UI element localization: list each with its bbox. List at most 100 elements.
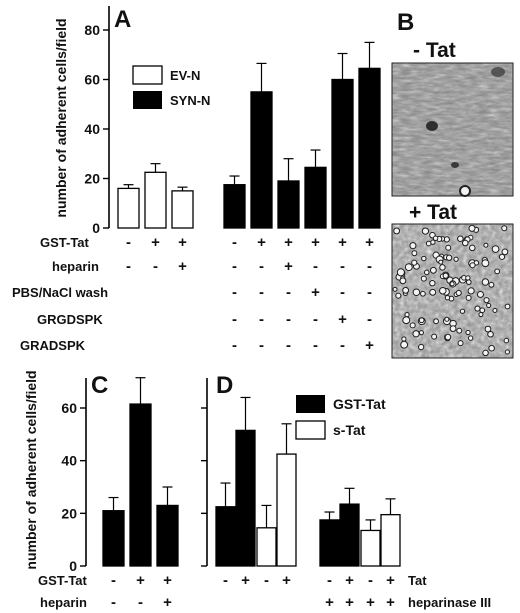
cell [504, 349, 510, 355]
micrograph-label-plus-tat: + Tat [409, 201, 457, 224]
bar-syn-n [331, 78, 354, 229]
cell [445, 244, 452, 251]
condition-mark: + [284, 258, 293, 275]
cell [432, 235, 439, 242]
cell [449, 281, 455, 287]
cell [404, 311, 410, 318]
condition-mark: - [111, 594, 116, 611]
y-axis-label-a: number of adherent cells/field [53, 18, 69, 217]
cell [404, 263, 413, 272]
condition-mark: - [138, 594, 143, 611]
cell [453, 256, 459, 262]
condition-mark: + [311, 284, 320, 301]
cell [492, 307, 498, 313]
condition-mark: - [126, 234, 131, 251]
cell [457, 340, 464, 347]
condition-mark: - [259, 258, 264, 275]
panel-d: D GST-Tat s-Tat Tat- + - + - + - +heparinase II… [201, 372, 491, 611]
cell [494, 268, 501, 275]
cell [501, 248, 509, 256]
panel-label-c: C [91, 372, 108, 399]
cell [411, 259, 418, 266]
bar-s-tat [256, 527, 277, 567]
condition-mark: - [232, 311, 237, 328]
cell [462, 239, 469, 247]
cell [465, 294, 472, 301]
cell [468, 224, 476, 232]
legend-label-syn-n: SYN-N [170, 93, 210, 108]
cell [411, 250, 418, 257]
cell [429, 280, 436, 287]
y-axis-d [201, 378, 208, 567]
cell [418, 317, 425, 324]
bars-c [102, 377, 179, 567]
y-tick-label: 20 [61, 505, 77, 521]
cell [479, 307, 486, 314]
micrograph-plus-tat [391, 223, 514, 359]
panel-label-d: D [216, 372, 233, 399]
condition-mark: - [367, 284, 372, 301]
condition-mark: + [241, 572, 250, 589]
cell [467, 335, 474, 341]
cell [483, 297, 490, 304]
y-tick-label: 60 [61, 400, 77, 416]
cell [438, 259, 444, 265]
condition-label: GRGDSPK [37, 312, 103, 327]
condition-mark: - [259, 311, 264, 328]
bar-c [102, 510, 125, 567]
cell [442, 272, 449, 279]
condition-mark: - [259, 284, 264, 301]
cell [491, 245, 500, 253]
legend-label-s-tat: s-Tat [333, 422, 366, 438]
cell [420, 275, 427, 282]
cell [400, 340, 409, 349]
condition-mark: - [367, 258, 372, 275]
cell [425, 240, 432, 247]
svg-text:number of adherent cells/field: number of adherent cells/field [23, 370, 39, 569]
cell [421, 227, 430, 235]
cell [412, 288, 421, 297]
cell [439, 264, 446, 271]
condition-mark: - [327, 572, 332, 589]
cell [456, 327, 463, 334]
condition-label: heparinase III [408, 595, 491, 610]
condition-mark: - [232, 258, 237, 275]
cell [444, 316, 450, 322]
y-tick-label: 0 [69, 558, 77, 574]
cell [420, 290, 426, 297]
cell [483, 242, 489, 248]
y-axis-a: 0 20 40 60 80 [84, 6, 110, 236]
bar-ev-n [171, 190, 194, 229]
condition-label: Tat [408, 573, 427, 588]
cell [482, 349, 489, 357]
condition-mark: + [386, 572, 395, 589]
condition-mark: - [367, 311, 372, 328]
legend-label-ev-n: EV-N [170, 68, 200, 83]
cell [467, 287, 475, 295]
bar-syn-n [223, 184, 246, 229]
condition-mark: + [311, 234, 320, 251]
condition-mark: - [111, 572, 116, 589]
y-tick-label: 60 [84, 72, 100, 88]
cell [469, 262, 476, 269]
condition-mark: + [284, 234, 293, 251]
cell [418, 330, 424, 336]
y-tick-label: 0 [92, 220, 100, 236]
condition-mark: - [286, 337, 291, 354]
bar-gst-tat [235, 429, 256, 567]
panel-b: B - Tat + Tat [391, 9, 514, 359]
cell [486, 302, 492, 308]
condition-mark: - [286, 311, 291, 328]
condition-mark: + [365, 234, 374, 251]
conditions-d: Tat- + - + - + - +heparinase III+ + + + [223, 572, 491, 611]
condition-mark: - [313, 337, 318, 354]
condition-mark: + [163, 572, 172, 589]
condition-mark: + [257, 234, 266, 251]
bar-syn-n [304, 166, 327, 229]
condition-label: GST-Tat [40, 235, 90, 250]
bar-gst-tat [339, 503, 360, 567]
cell [421, 255, 427, 262]
condition-mark: - [223, 572, 228, 589]
condition-mark: + [366, 594, 375, 611]
condition-mark: + [163, 594, 172, 611]
